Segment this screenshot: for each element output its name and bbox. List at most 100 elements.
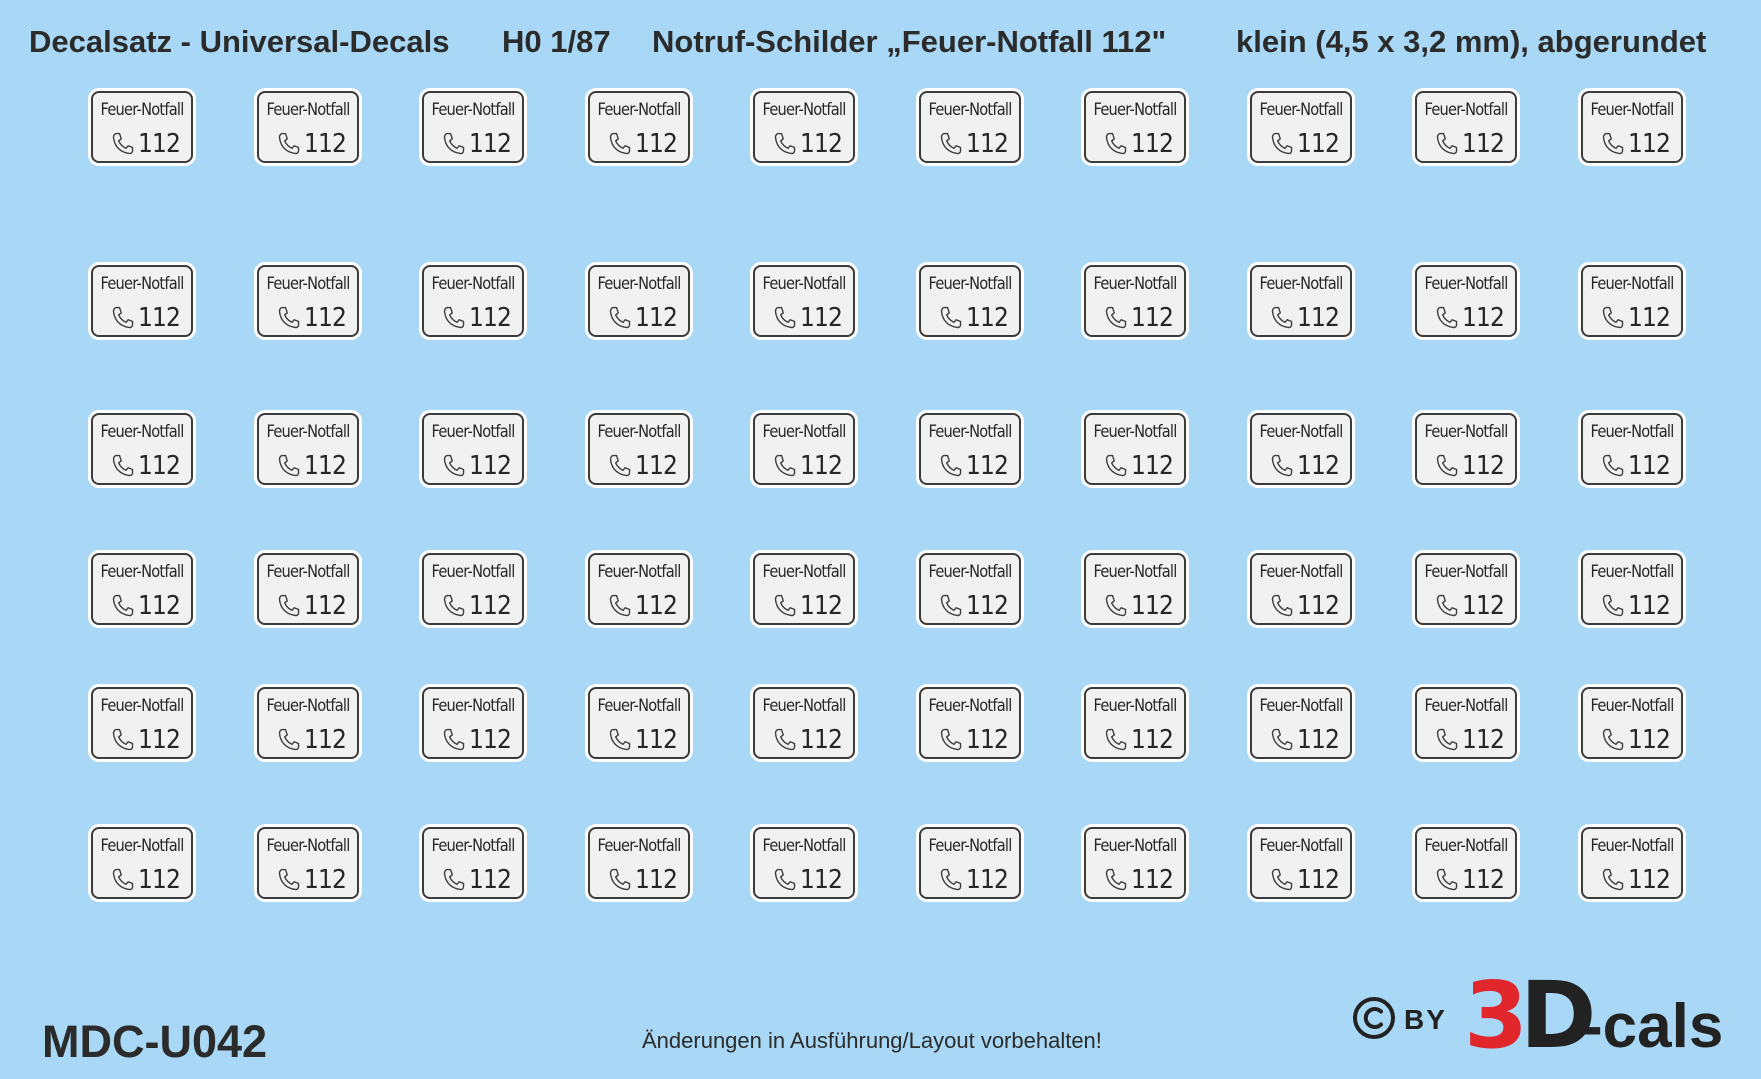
- decal-number: 112: [138, 725, 181, 755]
- decal-sign: Feuer-Notfall 112: [1084, 91, 1186, 163]
- decal-sign: Feuer-Notfall 112: [1249, 91, 1352, 163]
- decal-sign: Feuer-Notfall 112: [91, 91, 193, 163]
- decal-number: 112: [1296, 303, 1340, 333]
- decal-number: 112: [965, 451, 1009, 481]
- decal-title: Feuer-Notfall: [596, 100, 681, 120]
- decal-number: 112: [800, 451, 843, 481]
- decal-sign: Feuer-Notfall 112: [918, 553, 1021, 625]
- telephone-handset-icon: [774, 728, 796, 751]
- telephone-handset-icon: [278, 594, 299, 617]
- decal-sign: Feuer-Notfall 112: [256, 827, 359, 899]
- telephone-handset-icon: [609, 868, 630, 891]
- header-title: Decalsatz - Universal-Decals: [29, 24, 450, 59]
- disclaimer-note: Änderungen in Ausführung/Layout vorbehal…: [642, 1028, 1102, 1053]
- telephone-handset-icon: [1271, 594, 1292, 617]
- telephone-handset-icon: [1271, 454, 1292, 477]
- telephone-handset-icon: [1105, 728, 1127, 751]
- decal-title: Feuer-Notfall: [1093, 100, 1177, 120]
- decal-sign: Feuer-Notfall 112: [1580, 413, 1683, 485]
- decal-title: Feuer-Notfall: [596, 696, 681, 716]
- decal-sign: Feuer-Notfall 112: [1580, 687, 1683, 759]
- telephone-handset-icon: [1436, 728, 1458, 751]
- decal-sign: Feuer-Notfall 112: [753, 553, 855, 625]
- decal-number: 112: [1296, 591, 1340, 621]
- decal-sign: Feuer-Notfall 112: [1580, 265, 1683, 337]
- decal-number: 112: [965, 591, 1009, 621]
- decal-number: 112: [1627, 865, 1671, 895]
- decal-title: Feuer-Notfall: [762, 274, 846, 294]
- telephone-handset-icon: [443, 454, 465, 477]
- decal-number: 112: [1296, 129, 1340, 159]
- decal-sign: Feuer-Notfall 112: [1084, 265, 1186, 337]
- decal-title: Feuer-Notfall: [100, 422, 184, 442]
- decal-number: 112: [1627, 451, 1671, 481]
- decal-sign: Feuer-Notfall 112: [753, 413, 855, 485]
- decal-title: Feuer-Notfall: [1258, 422, 1343, 442]
- telephone-handset-icon: [609, 454, 630, 477]
- decal-number: 112: [1462, 865, 1505, 895]
- decal-title: Feuer-Notfall: [1093, 562, 1177, 582]
- decal-title: Feuer-Notfall: [1093, 696, 1177, 716]
- decal-number: 112: [965, 303, 1009, 333]
- decal-sign: Feuer-Notfall 112: [1249, 827, 1352, 899]
- decal-title: Feuer-Notfall: [762, 562, 846, 582]
- decal-title: Feuer-Notfall: [1424, 836, 1508, 856]
- decal-number: 112: [469, 865, 512, 895]
- decal-number: 112: [1627, 591, 1671, 621]
- header-size: klein (4,5 x 3,2 mm), abgerundet: [1236, 24, 1707, 59]
- decal-number: 112: [469, 725, 512, 755]
- decal-title: Feuer-Notfall: [927, 696, 1012, 716]
- decal-number: 112: [800, 725, 843, 755]
- telephone-handset-icon: [1602, 132, 1623, 155]
- decal-number: 112: [138, 129, 181, 159]
- decal-title: Feuer-Notfall: [927, 562, 1012, 582]
- telephone-handset-icon: [1271, 868, 1292, 891]
- decal-number: 112: [1131, 129, 1174, 159]
- telephone-handset-icon: [940, 868, 961, 891]
- decal-sign: Feuer-Notfall 112: [753, 265, 855, 337]
- decal-title: Feuer-Notfall: [265, 836, 350, 856]
- telephone-handset-icon: [278, 728, 299, 751]
- decal-number: 112: [1462, 725, 1505, 755]
- decal-sign: Feuer-Notfall 112: [1415, 413, 1517, 485]
- decal-title: Feuer-Notfall: [1424, 696, 1508, 716]
- decal-number: 112: [965, 865, 1009, 895]
- decal-sign: Feuer-Notfall 112: [918, 827, 1021, 899]
- decal-sign: Feuer-Notfall 112: [256, 553, 359, 625]
- telephone-handset-icon: [112, 868, 134, 891]
- decal-title: Feuer-Notfall: [596, 562, 681, 582]
- telephone-handset-icon: [774, 132, 796, 155]
- telephone-handset-icon: [1602, 594, 1623, 617]
- decal-title: Feuer-Notfall: [762, 836, 846, 856]
- decal-title: Feuer-Notfall: [1589, 696, 1674, 716]
- telephone-handset-icon: [1602, 306, 1623, 329]
- decal-sign: Feuer-Notfall 112: [422, 687, 524, 759]
- sheet-header: Decalsatz - Universal-Decals H0 1/87 Not…: [0, 20, 1761, 64]
- decal-sign: Feuer-Notfall 112: [422, 827, 524, 899]
- decal-number: 112: [634, 865, 678, 895]
- decal-number: 112: [469, 129, 512, 159]
- telephone-handset-icon: [278, 306, 299, 329]
- decal-sign: Feuer-Notfall 112: [1249, 265, 1352, 337]
- decal-title: Feuer-Notfall: [1258, 562, 1343, 582]
- decal-number: 112: [1131, 725, 1174, 755]
- decal-title: Feuer-Notfall: [1589, 274, 1674, 294]
- telephone-handset-icon: [112, 728, 134, 751]
- telephone-handset-icon: [1271, 306, 1292, 329]
- decal-sign: Feuer-Notfall 112: [91, 413, 193, 485]
- telephone-handset-icon: [1105, 868, 1127, 891]
- decal-number: 112: [303, 725, 347, 755]
- telephone-handset-icon: [940, 594, 961, 617]
- decal-sign: Feuer-Notfall 112: [1084, 413, 1186, 485]
- decal-title: Feuer-Notfall: [100, 562, 184, 582]
- decal-sign: Feuer-Notfall 112: [1415, 265, 1517, 337]
- decal-title: Feuer-Notfall: [927, 422, 1012, 442]
- copyright-icon: [1353, 997, 1395, 1039]
- decal-number: 112: [303, 451, 347, 481]
- telephone-handset-icon: [1602, 728, 1623, 751]
- decal-title: Feuer-Notfall: [265, 696, 350, 716]
- decal-title: Feuer-Notfall: [1589, 100, 1674, 120]
- header-scale: H0 1/87: [502, 24, 611, 59]
- decal-number: 112: [1296, 725, 1340, 755]
- telephone-handset-icon: [443, 594, 465, 617]
